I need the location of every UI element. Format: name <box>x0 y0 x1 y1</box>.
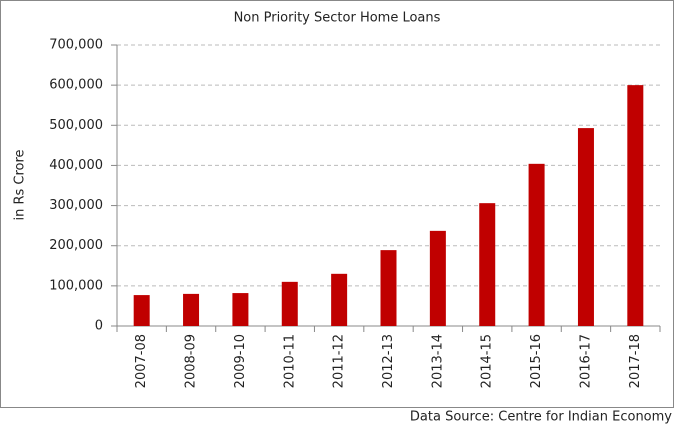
x-tick-label: 2015-16 <box>529 334 544 388</box>
x-tick-label: 2012-13 <box>381 334 396 388</box>
chart-title: Non Priority Sector Home Loans <box>234 11 441 26</box>
y-tick-label: 300,000 <box>49 198 103 213</box>
bar <box>133 295 150 326</box>
y-tick-label: 400,000 <box>49 158 103 173</box>
y-tick-label: 200,000 <box>49 238 103 253</box>
bar <box>183 293 200 326</box>
bar <box>627 85 644 327</box>
chart-frame <box>0 0 674 408</box>
x-tick-label: 2009-10 <box>233 334 248 388</box>
y-tick-label: 100,000 <box>49 278 103 293</box>
x-tick-label: 2016-17 <box>578 334 593 388</box>
bar <box>577 128 594 326</box>
bar <box>528 163 545 326</box>
bar <box>281 281 298 326</box>
x-tick-label: 2008-09 <box>184 334 199 388</box>
x-tick-label: 2011-12 <box>332 334 347 388</box>
y-tick-label: 500,000 <box>49 118 103 133</box>
bar <box>380 250 397 326</box>
x-tick-label: 2010-11 <box>282 334 297 388</box>
y-axis-label: in Rs Crore <box>13 149 28 220</box>
bar <box>429 230 446 326</box>
y-tick-label: 0 <box>95 319 103 334</box>
bar <box>232 293 249 326</box>
x-tick-label: 2013-14 <box>430 334 445 388</box>
x-tick-label: 2007-08 <box>134 334 149 388</box>
x-tick-label: 2017-18 <box>628 334 643 388</box>
x-tick-label: 2014-15 <box>480 334 495 388</box>
y-tick-label: 600,000 <box>49 78 103 93</box>
bar <box>331 273 348 326</box>
y-tick-label: 700,000 <box>49 38 103 53</box>
source-note: Data Source: Centre for Indian Economy <box>410 410 672 425</box>
bar <box>479 203 496 326</box>
